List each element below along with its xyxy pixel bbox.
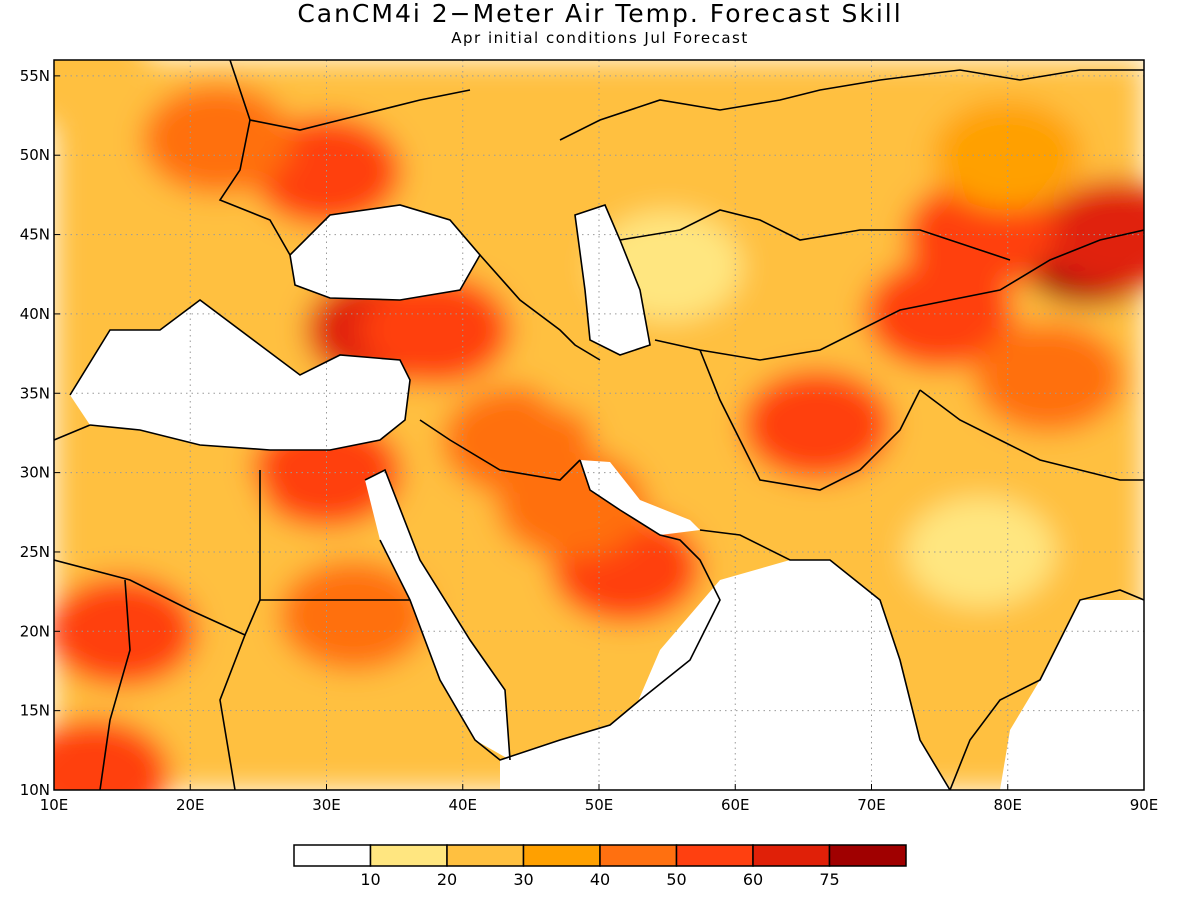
lon-tick-label: 30E [312,796,341,814]
lon-tick-label: 40E [448,796,477,814]
chart-subtitle: Apr initial conditions Jul Forecast [451,29,749,47]
skill-region-24 [54,60,157,131]
colorbar-label: 20 [437,870,457,889]
colorbar-swatch [752,844,831,867]
colorbar-swatch [522,844,601,867]
colorbar-label: 75 [819,870,839,889]
lon-tick-label: 80E [993,796,1022,814]
lat-tick-label: 15N [20,702,50,720]
black-sea [290,205,480,300]
colorbar-label: 60 [743,870,763,889]
colorbar-swatch [675,844,754,867]
lon-tick-label: 20E [176,796,205,814]
mediterranean-sea [70,300,410,450]
colorbar-label: 30 [513,870,533,889]
skill-region-7 [142,84,293,195]
colorbar-label: 40 [590,870,610,889]
lat-tick-label: 10N [20,781,50,799]
skill-region-1 [1041,179,1144,290]
colorbar [293,844,907,867]
chart-title: CanCM4i 2−Meter Air Temp. Forecast Skill [297,0,903,28]
latitude-labels: 10N 15N 20N 25N 30N 35N 40N 45N 50N 55N [20,67,60,799]
colorbar-swatch [599,844,678,867]
skill-region-12 [278,560,429,671]
colorbar-swatch [446,844,525,867]
colorbar-swatch [828,844,907,867]
skill-field [54,60,1144,790]
bay-of-bengal [1000,600,1144,790]
colorbar-label: 10 [360,870,380,889]
skill-region-10 [442,385,593,496]
colorbar-labels: 10 20 30 40 50 60 75 [360,870,839,889]
skill-region-5 [360,274,511,385]
skill-region-13 [54,576,198,687]
skill-region-18 [932,100,1083,211]
lat-tick-label: 40N [20,305,50,323]
lon-tick-label: 60E [721,796,750,814]
lat-tick-label: 25N [20,543,50,561]
skill-region-14 [54,719,170,790]
persian-gulf [580,460,700,535]
lat-tick-label: 55N [20,67,50,85]
skill-region-16 [973,322,1124,433]
lon-tick-label: 90E [1130,796,1159,814]
skill-region-20 [905,496,1056,607]
red-sea [365,470,510,760]
skill-region-22 [115,449,266,560]
coastlines [54,60,1144,790]
caspian-sea [575,205,650,355]
lat-tick-label: 50N [20,146,50,164]
gulf-of-aden [500,700,660,790]
skill-region-17 [660,100,811,211]
lon-tick-label: 70E [857,796,886,814]
lat-tick-label: 20N [20,622,50,640]
lat-tick-label: 30N [20,464,50,482]
lat-tick-label: 45N [20,226,50,244]
lon-tick-label: 50E [585,796,614,814]
colorbar-label: 50 [666,870,686,889]
lon-tick-label: 10E [40,796,69,814]
skill-region-15 [742,370,892,480]
colorbar-swatch [293,844,372,867]
colorbar-swatch [369,844,448,867]
longitude-labels: 10E 20E 30E 40E 50E 60E 70E 80E 90E [40,784,1159,814]
lat-tick-label: 35N [20,384,50,402]
arabian-sea [600,560,950,790]
